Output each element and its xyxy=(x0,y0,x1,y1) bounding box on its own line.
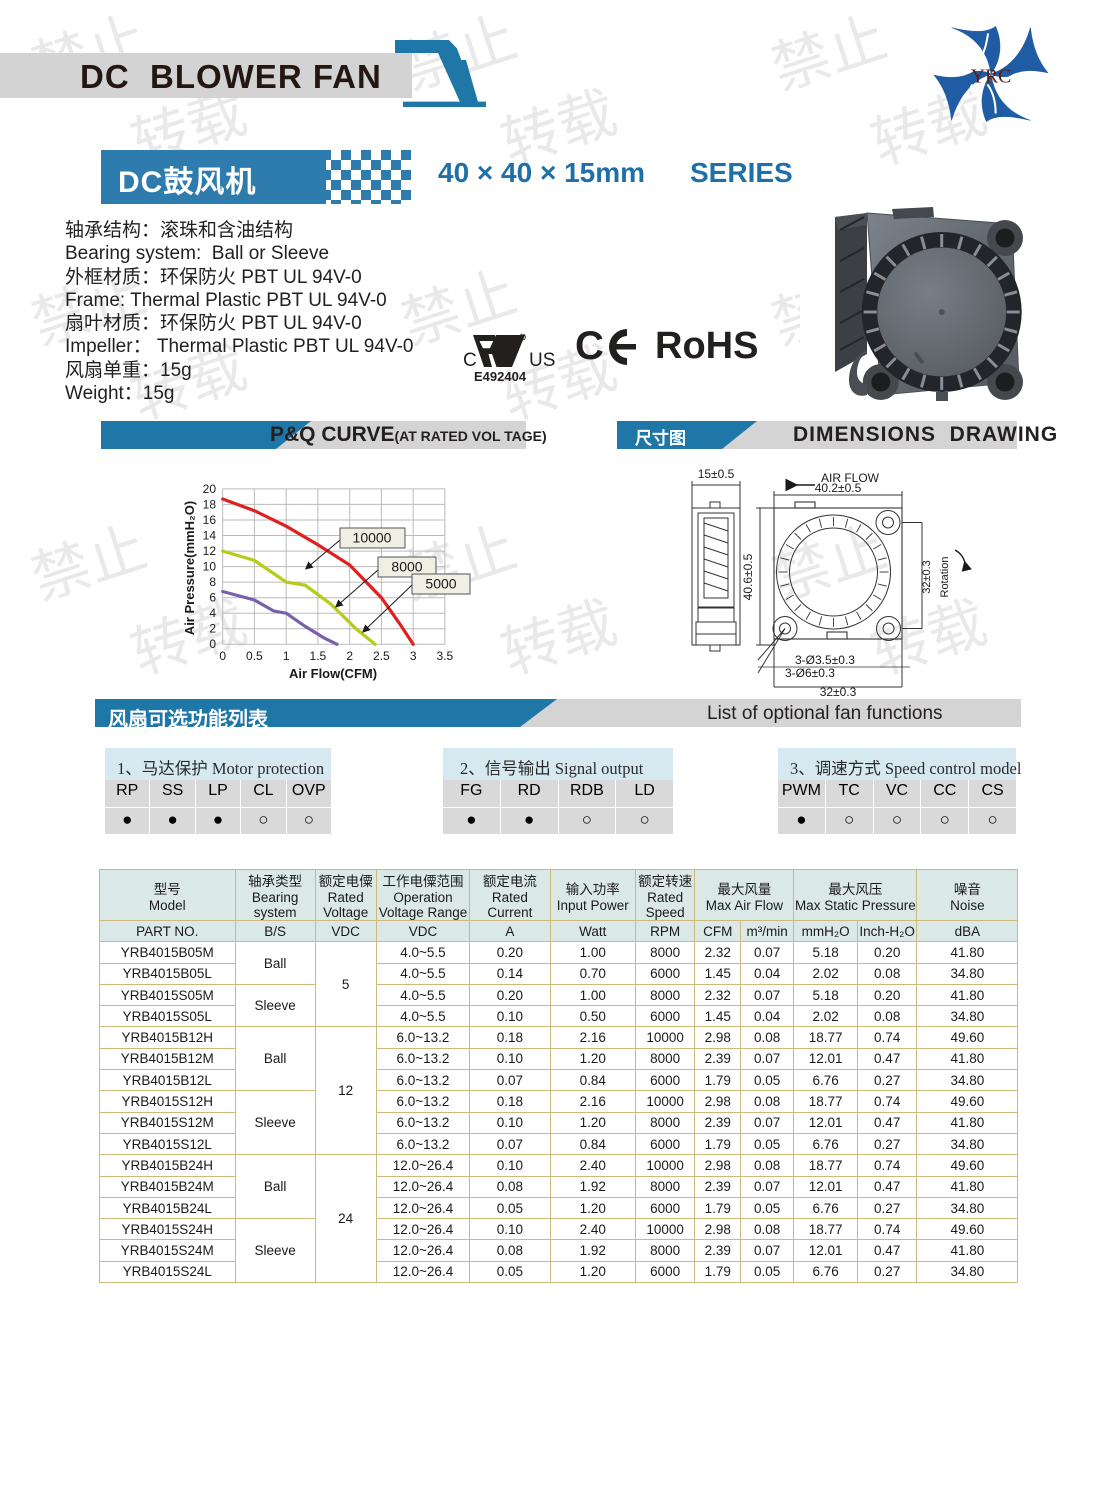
svg-text:2: 2 xyxy=(346,649,353,663)
svg-text:10000: 10000 xyxy=(353,530,392,546)
svg-text:US: US xyxy=(529,350,555,371)
svg-text:40.2±0.5: 40.2±0.5 xyxy=(815,481,862,495)
svg-text:3.5: 3.5 xyxy=(437,649,454,663)
svg-text:0: 0 xyxy=(219,649,226,663)
svg-text:18: 18 xyxy=(203,498,217,512)
svg-text:R: R xyxy=(521,335,524,340)
svg-text:2.5: 2.5 xyxy=(373,649,390,663)
svg-text:3: 3 xyxy=(410,649,417,663)
svg-text:4: 4 xyxy=(209,606,216,620)
svg-text:Air Flow(CFM): Air Flow(CFM) xyxy=(289,666,377,681)
svg-text:Air Pressure(mmH₂O): Air Pressure(mmH₂O) xyxy=(182,501,197,635)
svg-text:1: 1 xyxy=(283,649,290,663)
svg-text:16: 16 xyxy=(203,513,217,527)
svg-text:40.6±0.5: 40.6±0.5 xyxy=(741,553,755,600)
svg-text:10: 10 xyxy=(203,560,217,574)
svg-text:3-Ø6±0.3: 3-Ø6±0.3 xyxy=(785,666,835,680)
svg-text:32±0.3: 32±0.3 xyxy=(921,560,933,594)
svg-text:8: 8 xyxy=(209,575,216,589)
svg-text:0.5: 0.5 xyxy=(246,649,263,663)
svg-text:E492404: E492404 xyxy=(474,369,527,384)
svg-text:C: C xyxy=(463,350,477,371)
svg-text:12: 12 xyxy=(203,544,217,558)
svg-text:0: 0 xyxy=(209,637,216,651)
svg-text:C: C xyxy=(575,325,604,368)
svg-text:Rotation: Rotation xyxy=(939,557,951,598)
svg-text:15±0.5: 15±0.5 xyxy=(698,467,735,481)
svg-text:8000: 8000 xyxy=(391,559,422,575)
svg-text:32±0.3: 32±0.3 xyxy=(820,685,857,699)
svg-text:YRC: YRC xyxy=(971,66,1012,88)
svg-text:5000: 5000 xyxy=(425,576,456,592)
svg-text:20: 20 xyxy=(203,482,217,496)
svg-text:6: 6 xyxy=(209,591,216,605)
svg-text:3-Ø3.5±0.3: 3-Ø3.5±0.3 xyxy=(795,653,855,667)
svg-text:14: 14 xyxy=(203,529,217,543)
svg-text:1.5: 1.5 xyxy=(310,649,327,663)
svg-text:2: 2 xyxy=(209,622,216,636)
